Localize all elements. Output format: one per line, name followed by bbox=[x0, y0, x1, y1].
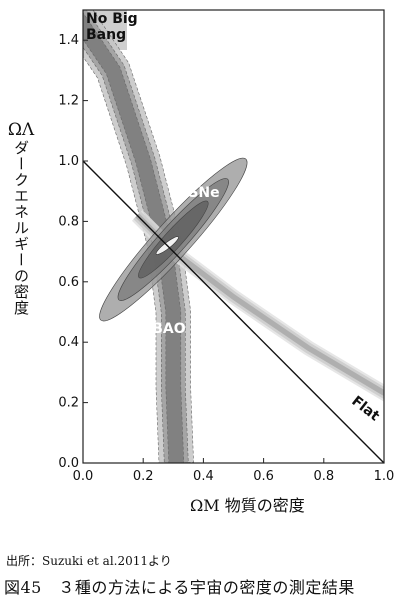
x-tick-label: 0.0 bbox=[73, 469, 94, 484]
y-tick-label: 0.6 bbox=[58, 275, 79, 290]
x-axis-title: ΩM 物質の密度 bbox=[190, 496, 305, 515]
source-note: 出所：Suzuki et al.2011より bbox=[6, 552, 172, 569]
x-tick-label: 0.4 bbox=[193, 469, 214, 484]
y-tick-label: 0.4 bbox=[58, 335, 79, 350]
sne-label: SNe bbox=[188, 185, 219, 201]
x-tick-label: 0.2 bbox=[133, 469, 154, 484]
y-tick-label: 0.2 bbox=[58, 396, 79, 411]
x-tick-label: 1.0 bbox=[374, 469, 395, 484]
y-tick-label: 0.8 bbox=[58, 214, 79, 229]
figure-caption: 図45 ３種の方法による宇宙の密度の測定結果 bbox=[4, 574, 355, 598]
y-axis-text: ダークエネルギーの密度 bbox=[6, 140, 36, 316]
no-big-bang-label: No Big Bang bbox=[86, 11, 138, 43]
bao-label: BAO bbox=[152, 321, 186, 337]
y-tick-label: 1.2 bbox=[58, 94, 79, 109]
y-axis-title: ΩΛ ダークエネルギーの密度 bbox=[6, 120, 36, 320]
y-tick-label: 0.0 bbox=[58, 456, 79, 471]
cmb-label: CMB bbox=[331, 295, 369, 326]
x-tick-label: 0.6 bbox=[253, 469, 274, 484]
y-axis-symbol: ΩΛ bbox=[6, 120, 36, 140]
y-tick-label: 1.4 bbox=[58, 33, 79, 48]
y-tick-label: 1.0 bbox=[58, 154, 79, 169]
plot-area bbox=[54, 0, 394, 464]
x-tick-label: 0.8 bbox=[313, 469, 334, 484]
flat-label: Flat bbox=[348, 393, 382, 425]
